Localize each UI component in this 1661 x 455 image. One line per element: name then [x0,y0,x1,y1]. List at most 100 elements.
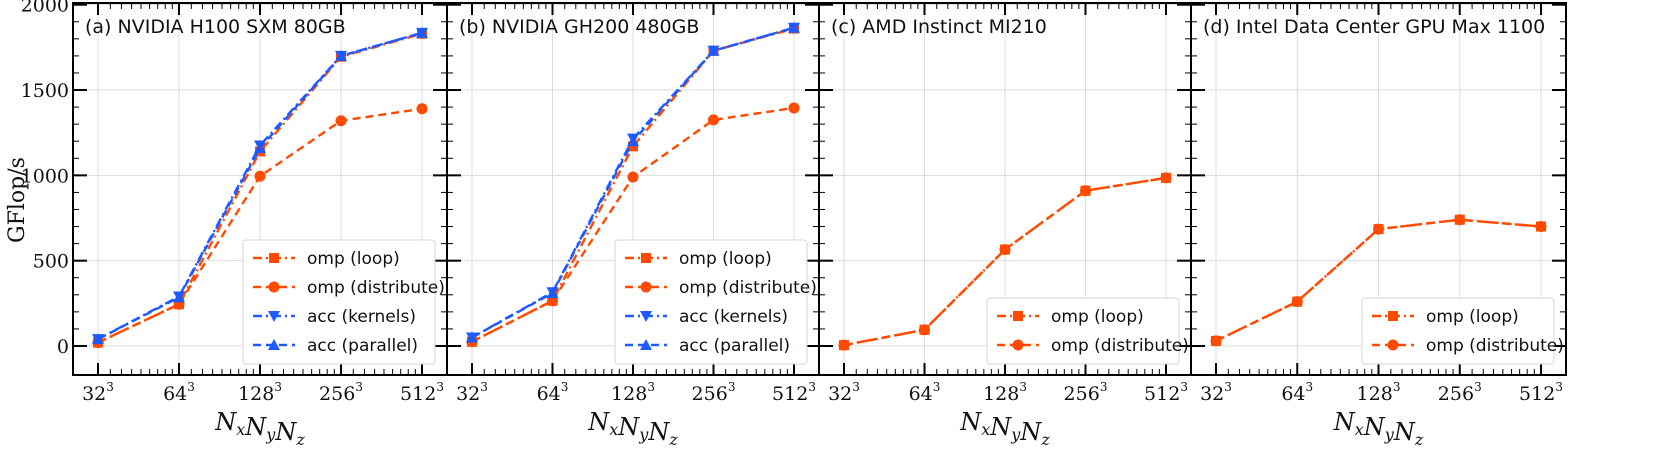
legend-label: omp (loop) [679,249,772,269]
legend-box [986,297,1180,365]
series [92,26,428,345]
data-point [1291,296,1303,308]
legend-box [614,239,808,365]
legend: omp (loop) omp (distribute) [986,297,1189,365]
legend-marker [1012,339,1024,351]
x-tick-label: 643 [537,380,569,405]
chart-panel: 323 643 1283 2563 5123 0 500 1000 1500 2000 NxNyNz… [21,0,448,449]
data-point [416,26,428,38]
y-tick-label: 0 [57,336,69,358]
y-tick-label: 2000 [21,0,69,17]
x-axis-label: NxNyNz [214,408,305,449]
data-point [708,114,719,126]
x-tick-label: 643 [909,380,941,405]
series-line [471,27,795,343]
legend-label: omp (distribute) [679,278,817,298]
series [1210,214,1547,347]
legend-marker [1387,339,1399,351]
x-tick-label: 5123 [772,380,816,405]
x-tick-label: 323 [1200,380,1232,405]
legend-marker [1013,311,1023,321]
y-tick-label: 500 [33,251,69,273]
panel-title: (c) AMD Instinct MI210 [831,16,1047,38]
legend-marker [640,281,652,293]
legend-marker [268,281,280,293]
data-point [254,170,266,182]
panel-title: (a) NVIDIA H100 SXM 80GB [85,16,346,38]
panel-title: (b) NVIDIA GH200 480GB [459,16,699,38]
legend-marker [640,311,652,322]
x-tick-label: 1283 [983,380,1027,405]
legend-label: omp (distribute) [1051,336,1189,356]
x-tick-label: 1283 [611,380,655,405]
data-point [1160,172,1172,184]
legend-marker [268,339,280,350]
x-tick-label: 2563 [319,380,363,405]
data-point [707,44,720,56]
data-point [919,324,930,336]
x-axis-label: NxNyNz [1333,408,1424,449]
series [838,172,1172,351]
data-point [416,103,428,115]
panel-title: (d) Intel Data Center GPU Max 1100 [1203,16,1545,38]
legend: omp (loop) omp (distribute) [1361,297,1564,365]
legend-marker [641,253,651,263]
x-tick-label: 1283 [238,380,282,405]
data-point [92,333,104,345]
x-tick-label: 5123 [1519,380,1563,405]
data-point [838,339,850,351]
data-point [335,115,347,127]
data-point [546,287,559,299]
data-point [335,49,347,61]
x-tick-label: 323 [82,380,114,405]
x-tick-label: 2563 [1064,380,1108,405]
legend-label: acc (parallel) [307,336,418,356]
data-point [627,171,639,183]
x-tick-label: 643 [163,380,195,405]
legend-label: omp (loop) [1426,307,1519,327]
x-tick-label: 5123 [400,380,444,405]
series [466,21,800,343]
legend-marker [1388,311,1398,321]
data-point [628,141,638,152]
data-point [1454,214,1466,226]
panels: 323 643 1283 2563 5123 0 500 1000 1500 2000 NxNyNz… [21,0,1567,449]
series-line [97,31,423,341]
data-point [1373,223,1384,235]
legend-label: omp (loop) [307,249,400,269]
x-tick-label: 5123 [1144,380,1188,405]
chart-panel: 323 643 1283 2563 5123 NxNyNz (d) Intel Data C… [1190,2,1567,449]
data-point [788,21,800,33]
x-tick-label: 643 [1281,380,1313,405]
x-axis-label: NxNyNz [959,408,1050,449]
data-point [1210,335,1222,347]
chart-panel: 323 643 1283 2563 5123 NxNyNz (b) NVIDIA GH200… [446,2,820,449]
data-point [788,102,800,114]
series-line [471,26,795,339]
y-tick-label: 1000 [21,165,69,187]
x-tick-label: 1283 [1357,380,1401,405]
data-point [999,244,1011,256]
legend-label: omp (distribute) [307,278,445,298]
data-point [1535,221,1547,233]
chart-panel: 323 643 1283 2563 5123 NxNyNz (c) AMD Instinct… [818,2,1192,449]
legend-box [1361,297,1555,365]
legend-label: omp (loop) [1051,307,1144,327]
legend-box [242,239,436,365]
x-tick-label: 323 [456,380,488,405]
y-axis-label: GFlop/s [5,157,30,243]
x-tick-label: 323 [828,380,860,405]
x-tick-label: 2563 [1438,380,1482,405]
legend: omp (loop) omp (distribute) acc (kernels) a… [242,239,445,365]
data-point [466,331,478,343]
legend-label: omp (distribute) [1426,336,1564,356]
legend-marker [268,311,280,322]
y-tick-label: 1500 [21,80,69,102]
x-axis-label: NxNyNz [587,408,678,449]
x-tick-label: 2563 [692,380,736,405]
series-line [1215,218,1542,342]
data-point [627,135,639,147]
legend-label: acc (kernels) [307,307,416,327]
legend-marker [640,339,652,350]
